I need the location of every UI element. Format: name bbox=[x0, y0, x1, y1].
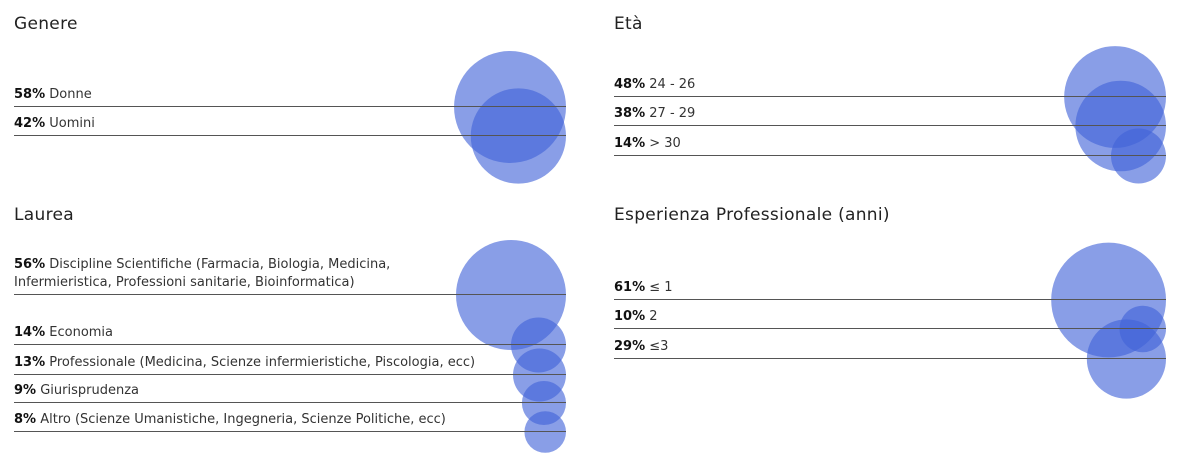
percent-label: 61% bbox=[614, 280, 646, 295]
row-divider bbox=[14, 431, 566, 432]
row-divider bbox=[614, 96, 1166, 97]
bubble bbox=[524, 411, 566, 453]
percent-label: 56% bbox=[14, 257, 46, 272]
chart-row: 29% ≤3 bbox=[614, 329, 1166, 359]
row-divider bbox=[614, 155, 1166, 156]
category-label: 27 - 29 bbox=[649, 106, 696, 121]
category-label: Altro (Scienze Umanistiche, Ingegneria, … bbox=[40, 412, 446, 427]
chart-panel-genere: Genere 58% Donne 42% Uomini bbox=[14, 14, 566, 194]
chart-row: 10% 2 bbox=[614, 300, 1166, 329]
bubble-chart bbox=[1064, 46, 1166, 184]
category-label: 24 - 26 bbox=[649, 77, 696, 92]
percent-label: 38% bbox=[614, 106, 646, 121]
chart-row: 14% Economia bbox=[14, 295, 566, 345]
percent-label: 42% bbox=[14, 116, 46, 131]
chart-row: 58% Donne bbox=[14, 78, 566, 107]
row-divider bbox=[14, 344, 566, 345]
row-divider bbox=[14, 402, 566, 403]
category-label: ≤3 bbox=[649, 339, 669, 354]
chart-row: 56% Discipline Scientifiche (Farmacia, B… bbox=[14, 255, 566, 295]
chart-row: 9% Giurisprudenza bbox=[14, 375, 566, 403]
bubble bbox=[470, 88, 566, 184]
row-label: 13% Professionale (Medicina, Scienze inf… bbox=[14, 354, 475, 372]
category-label: Donne bbox=[49, 87, 92, 102]
category-label: Discipline Scientifiche (Farmacia, Biolo… bbox=[14, 257, 391, 290]
chart-panel-laurea: Laurea 56% Discipline Scientifiche (Farm… bbox=[14, 205, 566, 453]
bubble bbox=[1110, 128, 1166, 184]
chart-row: 42% Uomini bbox=[14, 107, 566, 136]
percent-label: 14% bbox=[14, 325, 46, 340]
row-label: 10% 2 bbox=[614, 308, 658, 326]
row-label: 14% > 30 bbox=[614, 135, 681, 153]
row-label: 14% Economia bbox=[14, 324, 113, 342]
chart-title: Genere bbox=[14, 14, 78, 34]
category-label: ≤ 1 bbox=[649, 280, 673, 295]
category-label: Professionale (Medicina, Scienze infermi… bbox=[49, 355, 476, 370]
category-label: > 30 bbox=[649, 136, 681, 151]
row-label: 9% Giurisprudenza bbox=[14, 382, 139, 400]
bubble-chart bbox=[454, 51, 566, 184]
row-divider bbox=[14, 374, 566, 375]
bubble-chart bbox=[455, 239, 566, 453]
row-label: 58% Donne bbox=[14, 86, 92, 104]
percent-label: 8% bbox=[14, 412, 37, 427]
percent-label: 14% bbox=[614, 136, 646, 151]
row-label: 61% ≤ 1 bbox=[614, 279, 673, 297]
row-label: 38% 27 - 29 bbox=[614, 105, 695, 123]
bubble bbox=[1086, 319, 1166, 399]
chart-title: Età bbox=[614, 14, 643, 34]
chart-title: Laurea bbox=[14, 205, 74, 225]
percent-label: 29% bbox=[614, 339, 646, 354]
chart-row: 13% Professionale (Medicina, Scienze inf… bbox=[14, 345, 566, 375]
row-divider bbox=[14, 294, 566, 295]
chart-row: 14% > 30 bbox=[614, 126, 1166, 156]
percent-label: 9% bbox=[14, 383, 37, 398]
row-label: 56% Discipline Scientifiche (Farmacia, B… bbox=[14, 256, 390, 292]
row-divider bbox=[614, 125, 1166, 126]
row-label: 48% 24 - 26 bbox=[614, 76, 695, 94]
row-label: 8% Altro (Scienze Umanistiche, Ingegneri… bbox=[14, 411, 446, 429]
row-divider bbox=[614, 299, 1166, 300]
row-label: 29% ≤3 bbox=[614, 338, 668, 356]
category-label: Uomini bbox=[49, 116, 95, 131]
percent-label: 13% bbox=[14, 355, 46, 370]
chart-row: 48% 24 - 26 bbox=[614, 68, 1166, 97]
row-divider bbox=[14, 106, 566, 107]
percent-label: 10% bbox=[614, 309, 646, 324]
category-label: Giurisprudenza bbox=[40, 383, 139, 398]
row-label: 42% Uomini bbox=[14, 115, 95, 133]
percent-label: 58% bbox=[14, 87, 46, 102]
category-label: 2 bbox=[649, 309, 658, 324]
chart-title: Esperienza Professionale (anni) bbox=[614, 205, 890, 225]
chart-row: 61% ≤ 1 bbox=[614, 271, 1166, 300]
row-divider bbox=[14, 135, 566, 136]
row-divider bbox=[614, 358, 1166, 359]
chart-row: 8% Altro (Scienze Umanistiche, Ingegneri… bbox=[14, 403, 566, 432]
chart-row: 38% 27 - 29 bbox=[614, 97, 1166, 126]
chart-panel-esperienza: Esperienza Professionale (anni) 61% ≤ 1 … bbox=[614, 205, 1166, 445]
row-divider bbox=[614, 328, 1166, 329]
category-label: Economia bbox=[49, 325, 114, 340]
chart-panel-eta: Età 48% 24 - 26 38% 27 - 29 14% > 30 bbox=[614, 14, 1166, 194]
percent-label: 48% bbox=[614, 77, 646, 92]
